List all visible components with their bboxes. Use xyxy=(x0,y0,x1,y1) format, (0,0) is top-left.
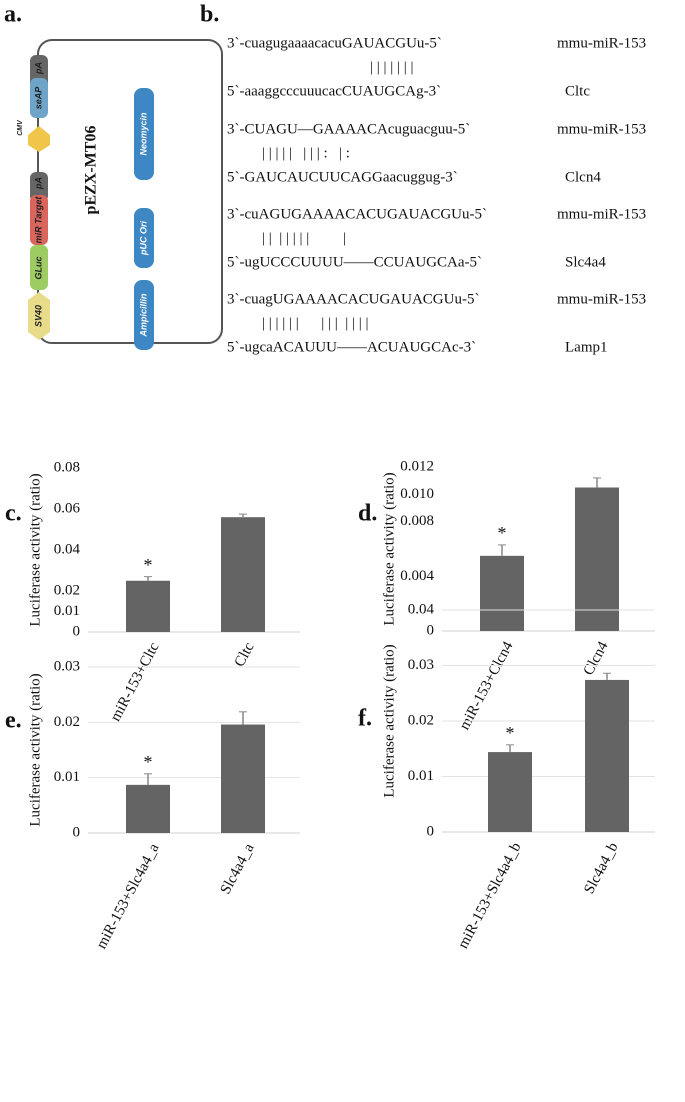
target-name: Cltc xyxy=(565,83,590,99)
y-tick-label: 0.02 xyxy=(408,712,434,728)
target-sequence: 5`-ugUCCCUUUU——CCUAUGCAa-5` xyxy=(227,254,482,270)
y-axis-label: Luciferase activity (ratio) xyxy=(27,473,43,626)
element-label: seAP xyxy=(33,86,43,110)
element-label: miR Target xyxy=(33,196,43,244)
bar xyxy=(480,555,524,631)
y-tick-label: 0.01 xyxy=(408,768,434,784)
x-tick-label: Cltc xyxy=(232,640,258,670)
bar xyxy=(221,517,265,632)
y-tick-label: 0 xyxy=(73,623,81,639)
base-pairing: | | | | | | | | xyxy=(262,230,346,246)
target-sequence: 5`-GAUCAUCUUCAGGaacuggug-3` xyxy=(227,169,458,185)
y-tick-label: 0 xyxy=(427,622,435,638)
panel-label: e. xyxy=(5,708,22,734)
panel-label: c. xyxy=(5,501,22,527)
element-label: Neomycin xyxy=(138,112,148,156)
y-tick-label: 0.04 xyxy=(54,541,81,557)
mirna-sequence: 3`-CUAGU—GAAAACAcuguacguu-5` xyxy=(227,121,470,137)
panel-label: d. xyxy=(358,501,377,527)
y-tick-label: 0.02 xyxy=(54,714,80,730)
y-tick-label: 0.06 xyxy=(54,500,81,516)
y-axis-label: Luciferase activity (ratio) xyxy=(27,673,43,826)
element-label: SV40 xyxy=(33,305,43,327)
mirna-sequence: 3`-cuagugaaaacacuGAUACGUu-5` xyxy=(227,35,442,51)
significance-marker: * xyxy=(144,555,153,575)
bar xyxy=(488,752,532,832)
mirna-sequence: 3`-cuAGUGAAAACACUGAUACGUu-5` xyxy=(227,206,487,222)
panel-label: b. xyxy=(200,2,219,28)
significance-marker: * xyxy=(506,723,515,743)
y-tick-label: 0.02 xyxy=(54,582,80,598)
panel-label: f. xyxy=(358,706,372,732)
bar xyxy=(126,784,170,833)
target-name: Clcn4 xyxy=(565,169,601,185)
x-tick-label: Slc4a4_b xyxy=(581,840,621,897)
x-tick-label: Clcn4 xyxy=(581,639,612,679)
mirna-name: mmu-miR-153 xyxy=(557,291,646,307)
y-tick-label: 0.004 xyxy=(400,568,434,584)
y-tick-label: 0.010 xyxy=(400,486,434,502)
target-sequence: 5`-ugcaACAUUU——ACUAUGCAc-3` xyxy=(227,339,476,355)
y-axis-label: Luciferase activity (ratio) xyxy=(381,644,397,797)
bar xyxy=(126,580,170,632)
mirna-name: mmu-miR-153 xyxy=(557,206,646,222)
significance-marker: * xyxy=(144,752,153,772)
x-tick-label: miR-153+Slc4a4_a xyxy=(94,841,163,952)
y-tick-label: 0.08 xyxy=(54,459,80,475)
y-tick-label: 0 xyxy=(73,824,81,840)
element-label: Ampicillin xyxy=(138,293,148,338)
x-tick-label: miR-153+Slc4a4_b xyxy=(455,840,524,951)
mirna-name: mmu-miR-153 xyxy=(557,121,646,137)
target-sequence: 5`-aaaggcccuuucacCUAUGCAg-3` xyxy=(227,83,441,99)
y-tick-label: 0.03 xyxy=(54,658,80,674)
base-pairing: | | | | | | | | : | : xyxy=(262,145,350,161)
y-axis-label: Luciferase activity (ratio) xyxy=(381,472,397,625)
bar xyxy=(575,487,619,631)
base-pairing: | | | | | | | xyxy=(370,59,414,75)
y-tick-label: 0.008 xyxy=(400,513,434,529)
element-label: pA xyxy=(33,62,43,75)
mirna-name: mmu-miR-153 xyxy=(557,35,646,51)
plasmid-backbone xyxy=(37,39,223,344)
mirna-sequence: 3`-cuagUGAAAACACUGAUACGUu-5` xyxy=(227,291,479,307)
plasmid-left xyxy=(28,55,50,340)
x-tick-label: miR-153+Cltc xyxy=(108,640,163,724)
x-tick-label: miR-153+Clcn4 xyxy=(457,639,517,733)
y-tick-label: 0.012 xyxy=(400,458,434,474)
y-tick-label: 0.01 xyxy=(54,769,80,785)
element-label: pA xyxy=(33,177,43,190)
x-tick-label: Slc4a4_a xyxy=(218,841,258,897)
panel-label: a. xyxy=(4,2,22,28)
bar xyxy=(585,679,629,832)
element-label: CMV xyxy=(17,119,24,136)
y-tick-label: 0.03 xyxy=(408,657,434,673)
plasmid-right xyxy=(134,88,154,350)
y-tick-label: 0.04 xyxy=(408,601,435,617)
vector-name: pEZX-MT06 xyxy=(83,126,100,215)
element-label: GLuc xyxy=(33,256,43,279)
target-name: Lamp1 xyxy=(565,339,608,355)
significance-marker: * xyxy=(498,523,507,543)
y-tick-label: 0.01 xyxy=(54,603,80,619)
bar xyxy=(221,724,265,833)
target-name: Slc4a4 xyxy=(565,254,606,270)
y-tick-label: 0 xyxy=(427,823,435,839)
base-pairing: | | | | | | | | | | | | | xyxy=(262,315,369,331)
element-label: pUC Ori xyxy=(138,221,148,257)
